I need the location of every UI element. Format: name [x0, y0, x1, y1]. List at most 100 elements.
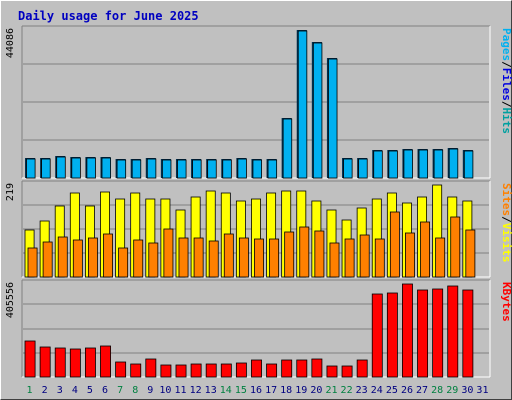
bar-pages — [418, 149, 429, 179]
bar-pages — [433, 149, 444, 179]
x-tick-label: 5 — [87, 385, 93, 396]
bar-pages — [282, 118, 293, 179]
bar-kbytes — [417, 289, 429, 378]
x-tick-label: 29 — [446, 385, 458, 396]
bar-pages — [207, 159, 217, 179]
bar-sites — [329, 242, 340, 278]
bar-kbytes — [296, 359, 308, 378]
bar-kbytes — [69, 348, 81, 378]
bar-kbytes — [205, 363, 217, 378]
bar-sites — [133, 239, 144, 278]
legend-separator: / — [500, 61, 512, 68]
legend-entry-pages: Pages — [500, 28, 512, 61]
bar-sites — [450, 216, 461, 278]
bar-pages — [71, 157, 81, 179]
bar-sites — [299, 226, 310, 278]
bar-sites — [103, 233, 113, 278]
legend-0: Pages/Files/Hits — [500, 28, 512, 134]
bar-sites — [359, 234, 370, 278]
bar-kbytes — [115, 361, 127, 378]
axis-max-label: 219 — [5, 183, 16, 201]
bar-pages — [26, 158, 36, 179]
x-tick-label: 19 — [295, 385, 307, 396]
bar-sites — [238, 237, 249, 278]
bar-pages — [297, 30, 308, 179]
x-tick-label: 31 — [476, 385, 488, 396]
bar-pages — [177, 159, 187, 179]
x-tick-label: 7 — [117, 385, 123, 396]
bar-sites — [42, 241, 53, 278]
axis-max-label: 44086 — [5, 28, 16, 58]
x-tick-label: 12 — [190, 385, 202, 396]
bar-pages — [41, 158, 51, 179]
x-tick-label: 22 — [341, 385, 353, 396]
bar-kbytes — [311, 358, 323, 378]
bar-pages — [101, 157, 111, 179]
bar-pages — [463, 150, 474, 179]
x-tick-label: 28 — [431, 385, 443, 396]
x-axis-labels: 1 2 3 4 5 6 7 8 9 10 11 12 13 14 15 16 17 18 19 20 21 22 23 24 2… — [27, 385, 489, 396]
bar-kbytes — [175, 364, 187, 378]
legend-1: Sites/Visits — [500, 183, 512, 263]
bar-kbytes — [432, 288, 444, 378]
x-tick-label: 30 — [461, 385, 473, 396]
x-tick-label: 17 — [265, 385, 277, 396]
bar-sites — [435, 237, 446, 278]
x-tick-label: 26 — [401, 385, 413, 396]
bar-sites — [57, 236, 68, 278]
bar-pages — [86, 157, 96, 179]
x-tick-label: 21 — [325, 385, 337, 396]
x-tick-label: 27 — [416, 385, 428, 396]
bar-sites — [148, 242, 159, 278]
bar-pages — [146, 158, 157, 179]
x-tick-label: 24 — [371, 385, 383, 396]
bar-kbytes — [326, 365, 338, 378]
bar-kbytes — [220, 363, 232, 378]
bar-kbytes — [100, 345, 111, 378]
bar-pages — [373, 150, 383, 179]
bar-kbytes — [160, 364, 172, 378]
bar-sites — [72, 239, 83, 278]
bar-sites — [269, 238, 280, 278]
bar-sites — [389, 211, 400, 278]
bar-kbytes — [356, 359, 368, 378]
bar-kbytes — [39, 346, 51, 378]
bar-pages — [312, 42, 323, 179]
bar-sites — [344, 238, 355, 278]
x-tick-label: 9 — [147, 385, 153, 396]
bar-kbytes — [386, 292, 398, 378]
bar-pages — [388, 150, 398, 179]
bar-pages — [267, 159, 278, 179]
bar-pages — [131, 159, 142, 179]
bar-kbytes — [235, 362, 247, 378]
bar-kbytes — [145, 358, 157, 378]
x-tick-label: 25 — [386, 385, 398, 396]
bar-sites — [405, 232, 415, 278]
bar-sites — [465, 229, 476, 278]
bar-kbytes — [24, 340, 36, 378]
legend-entry-kbytes: KBytes — [500, 282, 512, 322]
bar-sites — [223, 233, 234, 278]
axis-max-label: 405556 — [5, 282, 16, 318]
bar-sites — [208, 240, 219, 278]
x-tick-label: 14 — [220, 385, 232, 396]
legend-separator: / — [500, 101, 512, 108]
bar-sites — [118, 247, 129, 278]
bar-sites — [254, 238, 264, 278]
x-tick-label: 10 — [159, 385, 171, 396]
bar-pages — [328, 58, 338, 179]
bar-pages — [252, 159, 262, 179]
legend-separator: / — [500, 216, 512, 223]
chart-panel-0 — [21, 25, 491, 179]
x-tick-label: 23 — [356, 385, 368, 396]
x-tick-label: 3 — [57, 385, 63, 396]
bar-sites — [163, 228, 174, 278]
bar-pages — [116, 159, 127, 179]
bar-kbytes — [251, 359, 262, 378]
bar-pages — [192, 159, 202, 179]
bar-kbytes — [266, 363, 278, 378]
bar-pages — [358, 158, 368, 179]
bar-kbytes — [462, 289, 474, 378]
x-tick-label: 8 — [132, 385, 138, 396]
